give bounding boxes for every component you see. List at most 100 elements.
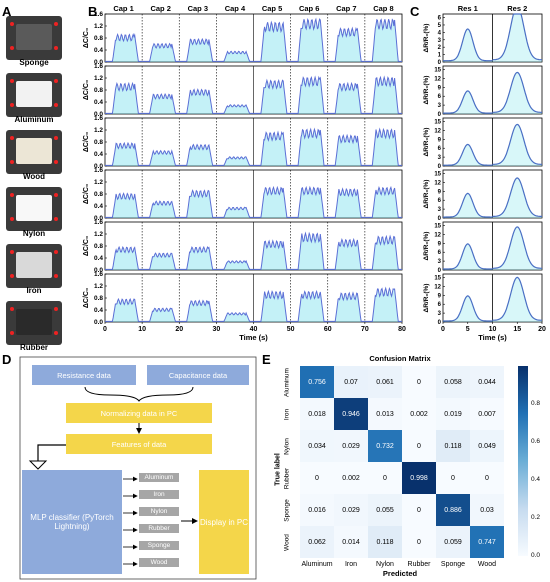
cm-cell: 0.756	[300, 366, 334, 398]
cm-xlabel: Predicted	[382, 569, 418, 578]
cap-pulse-fill	[253, 291, 291, 322]
cm-colorbar	[518, 366, 528, 556]
cm-colorbar-tick: 0.6	[531, 438, 541, 445]
cap-pulse-line	[290, 231, 328, 270]
cm-cell: 0.029	[334, 494, 368, 526]
flowchart-arrows	[19, 356, 257, 580]
res-ytick-label: 0	[438, 60, 442, 66]
cap-pulse-line	[253, 185, 291, 218]
res-peak-line	[443, 243, 493, 270]
cm-cell: 0	[368, 462, 402, 494]
electrode-dot	[10, 103, 14, 107]
cap-pulse-fill	[105, 247, 143, 270]
panel-letter-d: D	[2, 352, 12, 367]
cm-xtick-label: Wood	[477, 561, 497, 568]
cap-xtick-label: 80	[398, 326, 406, 333]
cm-cell: 0.002	[402, 398, 436, 430]
capacitance-data-box: Capacitance data	[147, 365, 249, 385]
cap-pulse-fill	[290, 129, 328, 166]
cm-cell: 0.002	[334, 462, 368, 494]
panel-letter-b: B	[88, 4, 98, 19]
res-peak-fill	[443, 28, 493, 62]
cap-pulse-line	[179, 245, 217, 270]
cm-cell: 0.029	[334, 430, 368, 462]
cap-pulse-line	[327, 187, 365, 218]
res-ytick-label: 0	[438, 320, 442, 326]
cm-cell: 0.886	[436, 494, 470, 526]
material-label-nylon: Nylon	[22, 229, 46, 238]
cap-xtick-label: 20	[175, 326, 183, 333]
res-peak-line	[443, 192, 493, 218]
sample-plate	[16, 309, 52, 335]
cap-xtick-label: 30	[212, 326, 220, 333]
cap-pulse-line	[290, 17, 328, 62]
cap-pulse-line	[105, 297, 143, 322]
cap-pulse-line	[364, 185, 402, 218]
electrode-dot	[10, 193, 14, 197]
res-ytick-label: 0	[438, 112, 442, 118]
output-aluminum: Aluminum	[139, 473, 179, 482]
cap-pulse-line	[105, 192, 143, 218]
cm-cell: 0	[402, 526, 436, 558]
res-ytick-label: 5	[438, 23, 442, 29]
res-ytick-label: 6	[438, 16, 442, 22]
electrode-dot	[10, 136, 14, 140]
res-peak-fill	[492, 277, 542, 322]
res-peak-line	[443, 295, 493, 322]
res-peak-line	[492, 276, 542, 321]
res-xtick-label: 5	[466, 326, 470, 333]
electrode-dot	[10, 217, 14, 221]
cap-pulse-line	[105, 81, 143, 114]
cm-cell: 0.007	[470, 398, 504, 430]
res-peak-fill	[492, 226, 542, 270]
res-ytick-label: 3	[438, 311, 442, 317]
res-ytick-label: 15	[434, 120, 441, 126]
cap-ylabel: ΔC/C₀	[83, 132, 90, 152]
res-ytick-label: 3	[438, 103, 442, 109]
cap-ytick-label: 1.2	[94, 179, 103, 186]
cap-pulse-fill	[216, 312, 254, 322]
res-peak-line	[492, 177, 542, 217]
res-peak-fill	[492, 177, 542, 218]
cap-ytick-label: 1.6	[94, 63, 103, 70]
cm-xtick-label: Iron	[344, 561, 358, 568]
material-label-sponge: Sponge	[19, 58, 49, 67]
cap-pulse-line	[327, 291, 365, 322]
cap-pulse-fill	[364, 187, 402, 218]
electrode-dot	[10, 160, 14, 164]
cm-colorbar-tick: 0.4	[531, 476, 541, 483]
elbow-arrow-shaft	[37, 444, 66, 463]
res-ytick-label: 6	[438, 146, 442, 152]
res-xtick-label: 0	[441, 326, 445, 333]
cap-column-header: Cap 8	[373, 4, 393, 13]
res-ytick-label: 1	[438, 53, 442, 59]
cm-colorbar-tick: 0.8	[531, 400, 541, 407]
cap-pulse-fill	[253, 240, 291, 270]
cap-pulse-fill	[105, 143, 143, 166]
cap-pulse-fill	[290, 187, 328, 218]
res-ytick-label: 15	[434, 172, 441, 178]
cm-cell: 0.049	[470, 430, 504, 462]
output-sponge: Sponge	[139, 541, 179, 550]
cap-pulse-line	[105, 141, 143, 166]
cap-ytick-label: 1.6	[94, 271, 103, 278]
cap-pulse-fill	[216, 207, 254, 218]
panel-letter-a: A	[2, 4, 12, 19]
cap-ylabel: ΔC/C₀	[83, 236, 90, 256]
cap-pulse-fill	[179, 39, 217, 62]
res-xtick-label: 15	[513, 326, 521, 333]
cap-ytick-label: 1.6	[94, 167, 103, 174]
res-peak-line	[492, 123, 543, 165]
cap-pulse-fill	[216, 260, 254, 270]
cap-xtick-label: 50	[287, 326, 295, 333]
res-ytick-label: 12	[434, 232, 441, 238]
cap-ylabel: ΔC/C₀	[83, 28, 90, 48]
cap-pulse-line	[290, 127, 328, 166]
electrode-dot	[10, 307, 14, 311]
cap-ytick-label: 0.4	[94, 151, 103, 158]
electrode-dot	[54, 193, 58, 197]
cm-cell: 0.044	[470, 366, 504, 398]
cap-xtick-label: 60	[324, 326, 332, 333]
res-peak-fill	[492, 124, 542, 166]
cap-pulse-line	[142, 149, 180, 166]
